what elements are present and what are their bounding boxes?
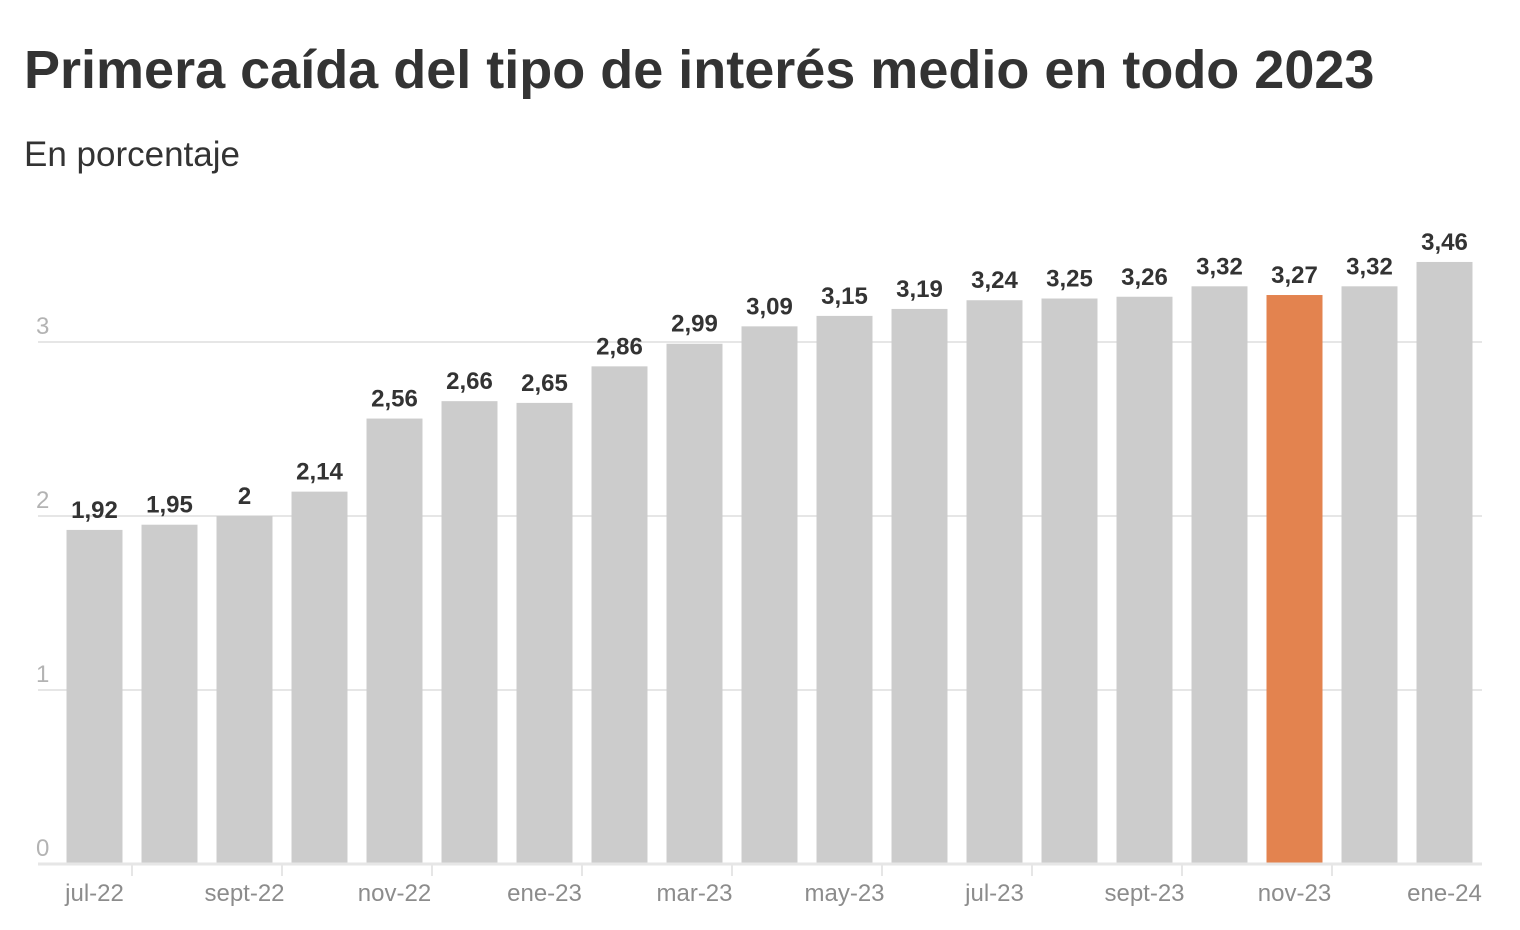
bar-ago-22 xyxy=(141,524,198,864)
data-label-ago-22: 1,95 xyxy=(146,492,193,519)
bar-oct-22 xyxy=(291,491,348,864)
data-label-dic-23: 3,32 xyxy=(1346,253,1393,280)
bar-sept-23 xyxy=(1116,296,1173,864)
x-tick-label-sept-22: sept-22 xyxy=(204,880,284,907)
bar-oct-23 xyxy=(1191,286,1248,864)
data-label-feb-23: 2,86 xyxy=(596,333,643,360)
y-tick-label-0: 0 xyxy=(36,835,49,862)
bar-jul-23 xyxy=(966,300,1023,864)
y-axis-tick-labels: 0 1 2 3 xyxy=(36,313,49,862)
data-label-nov-23: 3,27 xyxy=(1271,262,1318,289)
x-tick-label-nov-22: nov-22 xyxy=(358,880,431,907)
x-tick-label-mar-23: mar-23 xyxy=(656,880,732,907)
x-tick-label-jul-22: jul-22 xyxy=(64,880,124,907)
bar-nov-22 xyxy=(366,418,423,864)
bar-dic-22 xyxy=(441,401,498,864)
bar-ene-23 xyxy=(516,402,573,864)
x-tick-label-jul-23: jul-23 xyxy=(964,880,1024,907)
bar-may-23 xyxy=(816,315,873,864)
bars xyxy=(66,261,1473,865)
bar-dic-23 xyxy=(1341,286,1398,864)
bar-ago-23 xyxy=(1041,298,1098,864)
data-label-ago-23: 3,25 xyxy=(1046,266,1093,293)
chart-title: Primera caída del tipo de interés medio … xyxy=(24,40,1375,100)
bar-sept-22 xyxy=(216,516,273,864)
data-label-ene-24: 3,46 xyxy=(1421,229,1468,256)
x-tick-label-sept-23: sept-23 xyxy=(1104,880,1184,907)
data-label-jul-22: 1,92 xyxy=(71,497,118,524)
data-label-may-23: 3,15 xyxy=(821,283,868,310)
chart-subtitle: En porcentaje xyxy=(24,135,240,174)
data-label-jun-23: 3,19 xyxy=(896,276,943,303)
y-tick-label-3: 3 xyxy=(36,313,49,340)
data-label-mar-23: 2,99 xyxy=(671,311,718,338)
data-label-abr-23: 3,09 xyxy=(746,293,793,320)
data-label-oct-22: 2,14 xyxy=(296,459,343,486)
bar-abr-23 xyxy=(741,326,798,865)
x-tick-label-ene-24: ene-24 xyxy=(1407,880,1482,907)
y-tick-label-2: 2 xyxy=(36,487,49,514)
bar-jul-22 xyxy=(66,529,123,864)
x-axis: jul-22 sept-22 nov-22 ene-23 mar-23 may-23 jul… xyxy=(38,862,1482,907)
bar-mar-23 xyxy=(666,343,723,864)
bar-jun-23 xyxy=(891,308,948,864)
data-label-ene-23: 2,65 xyxy=(521,370,568,397)
data-label-sept-22: 2 xyxy=(238,483,251,510)
data-label-sept-23: 3,26 xyxy=(1121,264,1168,291)
data-label-oct-23: 3,32 xyxy=(1196,253,1243,280)
y-tick-label-1: 1 xyxy=(36,661,49,688)
data-label-dic-22: 2,66 xyxy=(446,368,493,395)
x-tick-label-may-23: may-23 xyxy=(804,880,884,907)
data-label-jul-23: 3,24 xyxy=(971,267,1018,294)
bar-ene-24 xyxy=(1416,261,1473,865)
bar-feb-23 xyxy=(591,366,648,864)
bar-nov-23 xyxy=(1266,295,1323,864)
x-tick-label-nov-23: nov-23 xyxy=(1258,880,1331,907)
data-label-nov-22: 2,56 xyxy=(371,386,418,413)
data-labels: 1,92 1,95 2 2,14 2,56 2,66 2,65 2,86 2,99 3,09 3,1… xyxy=(71,229,1468,524)
x-tick-label-ene-23: ene-23 xyxy=(507,880,582,907)
